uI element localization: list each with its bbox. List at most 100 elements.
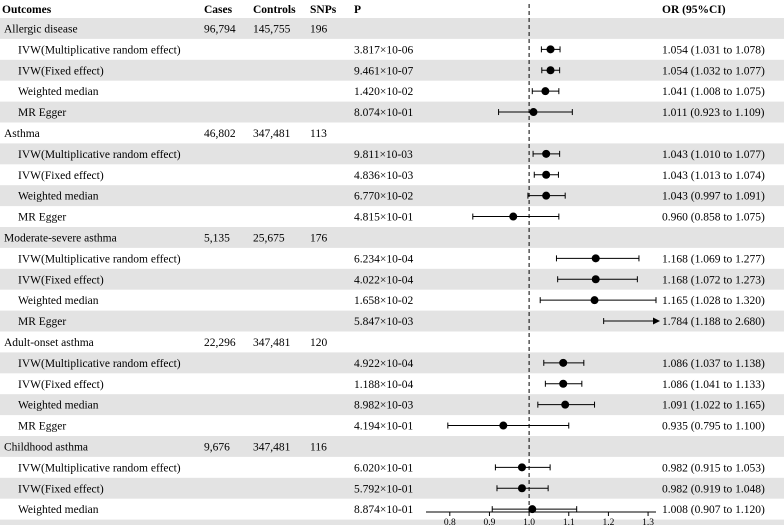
p-value: 4.022×10-04 [354, 274, 413, 286]
method-label: IVW(Fixed effect) [18, 379, 104, 391]
group-controls: 347,481 [253, 441, 291, 453]
group-cases: 22,296 [204, 337, 236, 349]
or-ci-text: 1.043 (1.013 to 1.074) [662, 170, 765, 182]
point-estimate [499, 421, 508, 430]
group-cases: 46,802 [204, 128, 236, 140]
p-value: 4.194×10-01 [354, 421, 413, 433]
row-shade [0, 268, 784, 290]
point-estimate [591, 275, 600, 284]
method-label: Weighted median [18, 295, 99, 307]
point-estimate [517, 484, 526, 493]
group-outcome-label: Moderate-severe asthma [4, 232, 117, 244]
row-shade [0, 59, 784, 81]
p-value: 8.874×10-01 [354, 504, 413, 516]
p-value: 8.074×10-01 [354, 107, 413, 119]
method-label: MR Egger [18, 421, 66, 433]
p-value: 3.817×10-06 [354, 44, 413, 56]
or-ci-text: 1.086 (1.041 to 1.133) [662, 379, 765, 391]
group-controls: 347,481 [253, 337, 291, 349]
method-label: IVW(Multiplicative random effect) [18, 44, 181, 56]
point-estimate [559, 379, 568, 388]
x-axis-tick-label: 1.3 [642, 518, 654, 525]
method-label: IVW(Fixed effect) [18, 65, 104, 77]
or-ci-text: 0.935 (0.795 to 1.100) [662, 421, 765, 433]
group-controls: 347,481 [253, 128, 291, 140]
header-controls: Controls [253, 4, 296, 16]
group-controls: 145,755 [253, 23, 291, 35]
or-ci-text: 0.982 (0.915 to 1.053) [662, 462, 765, 474]
or-ci-text: 1.086 (1.037 to 1.138) [662, 358, 765, 370]
ci-arrow-high [653, 317, 660, 325]
x-axis-tick-label: 1.0 [523, 518, 535, 525]
or-ci-text: 0.982 (0.919 to 1.048) [662, 483, 765, 495]
or-ci-text: 1.784 (1.188 to 2.680) [662, 316, 765, 328]
group-cases: 5,135 [204, 232, 230, 244]
group-snps: 196 [310, 23, 328, 35]
row-shade [0, 101, 784, 123]
x-axis-tick-label: 1.1 [563, 518, 575, 525]
or-ci-text: 1.041 (1.008 to 1.075) [662, 86, 765, 98]
p-value: 5.792×10-01 [354, 483, 413, 495]
p-value: 6.770×10-02 [354, 191, 413, 203]
point-estimate [542, 170, 551, 179]
p-value: 5.847×10-03 [354, 316, 413, 328]
row-shade [0, 185, 784, 207]
point-estimate [517, 463, 526, 472]
method-label: IVW(Fixed effect) [18, 274, 104, 286]
point-estimate [546, 66, 555, 75]
row-shade [0, 143, 784, 165]
x-axis-tick-label: 0.8 [444, 518, 456, 525]
or-ci-text: 1.043 (1.010 to 1.077) [662, 149, 765, 161]
method-label: IVW(Fixed effect) [18, 483, 104, 495]
x-axis-tick-label: 1.2 [602, 518, 614, 525]
group-cases: 9,676 [204, 441, 230, 453]
method-label: IVW(Multiplicative random effect) [18, 358, 181, 370]
group-cases: 96,794 [204, 23, 236, 35]
p-value: 4.815×10-01 [354, 212, 413, 224]
method-label: IVW(Multiplicative random effect) [18, 462, 181, 474]
point-estimate [561, 400, 570, 409]
p-value: 9.811×10-03 [354, 149, 413, 161]
or-ci-text: 1.168 (1.069 to 1.277) [662, 253, 765, 265]
header-outcomes: Outcomes [2, 4, 52, 16]
header-cases: Cases [204, 4, 233, 16]
header-or-ci: OR (95%CI) [662, 4, 726, 16]
method-label: Weighted median [18, 86, 99, 98]
row-shade [0, 519, 784, 525]
point-estimate [541, 87, 550, 96]
group-outcome-label: Childhood asthma [4, 441, 88, 453]
p-value: 9.461×10-07 [354, 65, 413, 77]
p-value: 8.982×10-03 [354, 400, 413, 412]
group-snps: 120 [310, 337, 328, 349]
point-estimate [542, 149, 551, 158]
group-snps: 116 [310, 441, 327, 453]
or-ci-text: 0.960 (0.858 to 1.075) [662, 212, 765, 224]
row-shade [0, 477, 784, 499]
row-shade [0, 310, 784, 332]
p-value: 6.020×10-01 [354, 462, 413, 474]
method-label: IVW(Multiplicative random effect) [18, 149, 181, 161]
or-ci-text: 1.165 (1.028 to 1.320) [662, 295, 765, 307]
p-value: 1.658×10-02 [354, 295, 413, 307]
point-estimate [509, 212, 518, 221]
method-label: Weighted median [18, 191, 99, 203]
method-label: Weighted median [18, 400, 99, 412]
or-ci-text: 1.043 (0.997 to 1.091) [662, 191, 765, 203]
method-label: MR Egger [18, 107, 66, 119]
p-value: 1.420×10-02 [354, 86, 413, 98]
row-shade [0, 352, 784, 374]
point-estimate [542, 191, 551, 200]
group-controls: 25,675 [253, 232, 285, 244]
method-label: IVW(Fixed effect) [18, 170, 104, 182]
row-shade [0, 18, 784, 39]
point-estimate [590, 296, 599, 305]
point-estimate [528, 505, 537, 514]
or-ci-text: 1.054 (1.032 to 1.077) [662, 65, 765, 77]
point-estimate [546, 45, 555, 54]
method-label: MR Egger [18, 316, 66, 328]
method-label: IVW(Multiplicative random effect) [18, 253, 181, 265]
header-snps: SNPs [310, 4, 337, 16]
point-estimate [591, 254, 600, 263]
group-snps: 176 [310, 232, 328, 244]
